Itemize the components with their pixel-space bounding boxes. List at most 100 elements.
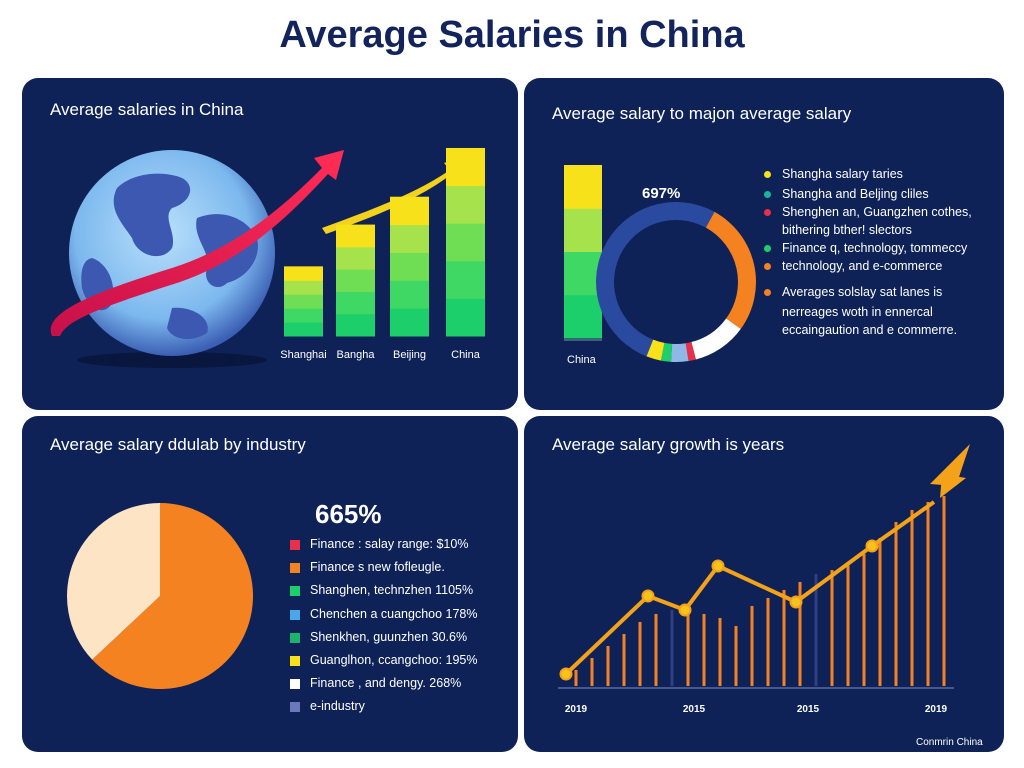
x-tick-label: 2019 bbox=[565, 704, 588, 715]
legend-label: bithering bther! slectors bbox=[782, 223, 912, 237]
x-tick-label: 2019 bbox=[925, 704, 948, 715]
legend-marker bbox=[290, 679, 300, 690]
donut-slice-1 bbox=[705, 211, 756, 330]
growth-bar bbox=[654, 614, 658, 686]
legend-marker bbox=[290, 632, 300, 643]
legend-marker bbox=[764, 263, 771, 270]
donut-slice-4 bbox=[670, 343, 689, 362]
x-tick-label: Bangha bbox=[337, 349, 376, 361]
growth-bar bbox=[718, 618, 722, 686]
panel-salary-by-industry: Average salary ddulab by industry 665% F… bbox=[22, 416, 518, 752]
legend-marker bbox=[290, 702, 300, 713]
legend-marker bbox=[290, 609, 300, 620]
growth-bar bbox=[686, 606, 690, 686]
bar-bangha bbox=[336, 224, 375, 337]
legend-label: technology, and e-commerce bbox=[782, 259, 943, 273]
legend-label: Guanglhon, ccangchoo: 195% bbox=[310, 653, 478, 667]
legend-marker bbox=[290, 540, 300, 550]
donut-slice-2 bbox=[691, 318, 741, 360]
growth-bar bbox=[814, 574, 818, 686]
growth-point bbox=[641, 589, 655, 603]
growth-bar bbox=[910, 510, 914, 686]
donut-slice-6 bbox=[646, 339, 665, 361]
legend-label: Averages solslay sat lanes is bbox=[782, 285, 943, 299]
legend-marker bbox=[764, 209, 771, 216]
growth-bar bbox=[734, 626, 738, 686]
donut-slice-0 bbox=[595, 201, 715, 357]
growth-bar bbox=[766, 598, 770, 686]
legend-label: e-industry bbox=[310, 699, 365, 714]
donut-chart: 697% China bbox=[564, 165, 756, 366]
bar-category-label: China bbox=[567, 354, 597, 366]
page-title: Average Salaries in China bbox=[279, 14, 745, 56]
growth-bar bbox=[942, 496, 946, 686]
legend-marker bbox=[290, 563, 300, 574]
x-tick-label: China bbox=[451, 349, 481, 361]
growth-line-chart: 2019 2015 2015 2019 Conmrin China bbox=[558, 444, 983, 748]
legend-label: Chenchen a cuangchoo 178% bbox=[310, 606, 478, 621]
growth-point bbox=[711, 559, 725, 573]
bar-china bbox=[564, 165, 602, 339]
legend-label: Shangha salary taries bbox=[782, 167, 903, 181]
globe-shadow bbox=[77, 352, 267, 368]
legend-label: Shanghen, technzhen 1105% bbox=[310, 583, 474, 598]
industry-pie-chart: 665% bbox=[67, 499, 382, 689]
growth-point bbox=[678, 603, 692, 617]
growth-bar bbox=[638, 622, 642, 686]
legend-label: Finance : salay range: $10% bbox=[310, 537, 469, 551]
panel-title: Average salaries in China bbox=[50, 100, 244, 119]
growth-bar bbox=[622, 634, 626, 686]
panel-city-vs-average: Average salary to majon average salary 6… bbox=[524, 78, 1004, 410]
legend-marker bbox=[764, 245, 771, 252]
panel-salary-growth: Average salary growth is years 2019 2015 2… bbox=[524, 416, 1004, 752]
panel-salaries-by-city: Average salaries in China Shanghai Bangha… bbox=[22, 78, 518, 410]
x-tick-label: Beijing bbox=[393, 349, 426, 361]
growth-bar bbox=[878, 538, 882, 686]
legend-marker bbox=[764, 289, 771, 296]
donut-value-label: 697% bbox=[642, 185, 680, 202]
growth-bar bbox=[782, 590, 786, 686]
growth-bar bbox=[590, 658, 594, 686]
legend: Finance : salay range: $10% Finance s new… bbox=[290, 537, 510, 720]
legend-marker bbox=[290, 586, 300, 597]
growth-point bbox=[865, 539, 879, 553]
globe-icon bbox=[69, 150, 275, 356]
legend: Shangha salary taries Shangha and Beljing… bbox=[764, 167, 999, 350]
pie-slice-finance bbox=[92, 503, 253, 689]
legend-marker bbox=[764, 191, 771, 198]
growth-bar bbox=[846, 562, 850, 686]
growth-point bbox=[789, 595, 803, 609]
legend-marker bbox=[764, 171, 771, 178]
pie-slice-other bbox=[67, 503, 160, 660]
legend-marker bbox=[290, 656, 300, 666]
growth-bar bbox=[574, 670, 578, 686]
growth-bar bbox=[702, 614, 706, 686]
city-bar-chart: Shanghai Bangha Beijing China bbox=[50, 147, 485, 368]
pie-value-label: 665% bbox=[315, 499, 382, 529]
growth-bar bbox=[670, 610, 674, 686]
red-arrow bbox=[50, 150, 345, 336]
donut-slice-3 bbox=[685, 342, 696, 362]
growth-arrowhead-tip bbox=[930, 444, 970, 486]
legend-label: Shangha and Beljing cliles bbox=[782, 187, 929, 201]
legend-label: Finance , and dengy. 268% bbox=[310, 676, 462, 691]
growth-point bbox=[559, 667, 573, 681]
growth-bar bbox=[926, 502, 930, 686]
x-tick-label: 2015 bbox=[797, 704, 820, 715]
footer-source: Conmrin China bbox=[916, 737, 983, 748]
growth-bar bbox=[862, 554, 866, 686]
legend-label: Finance s new fofleugle. bbox=[310, 560, 445, 575]
bar-beijing bbox=[390, 196, 429, 337]
growth-bar bbox=[894, 522, 898, 686]
bar-shanghai bbox=[284, 266, 323, 337]
legend-label: Shenghen an, Guangzhen cothes, bbox=[782, 205, 972, 219]
growth-bar bbox=[750, 606, 754, 686]
legend-label: Finance q, technology, tommeccy bbox=[782, 241, 968, 255]
panel-title: Average salary growth is years bbox=[552, 435, 785, 454]
x-tick-label: Shanghai bbox=[280, 349, 327, 361]
growth-bar bbox=[798, 582, 802, 686]
panel-title: Average salary to majon average salary bbox=[552, 104, 852, 123]
legend-label: Shenkhen, guunzhen 30.6% bbox=[310, 629, 468, 644]
growth-bar bbox=[606, 646, 610, 686]
legend-label: eccaingaution and e commerre. bbox=[782, 323, 958, 337]
